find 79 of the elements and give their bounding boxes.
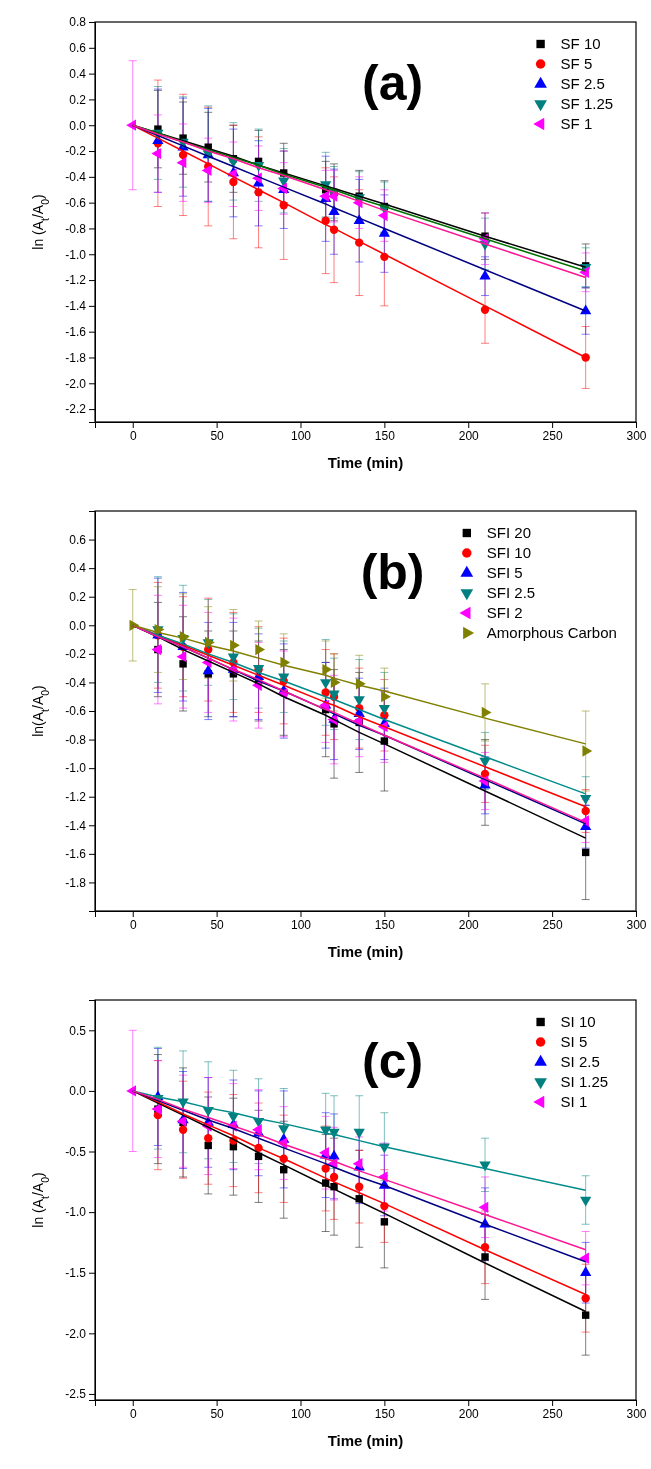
x-tick-label: 150 — [374, 428, 396, 443]
y-tick-label: -1.5 — [65, 1266, 87, 1281]
legend-label: SFI 20 — [486, 524, 531, 541]
y-tick-label: 0.8 — [69, 15, 87, 30]
x-tick-label: 100 — [290, 917, 312, 932]
legend-label: SF 1.25 — [560, 95, 614, 112]
legend-label: SF 2.5 — [560, 75, 605, 92]
y-tick-label: -1.8 — [65, 350, 87, 365]
x-tick-label: 0 — [129, 917, 137, 932]
legend-label: SI 5 — [560, 1033, 588, 1050]
x-tick-label: 250 — [542, 428, 563, 443]
x-tick-label: 50 — [210, 917, 225, 932]
legend-label: SFI 2 — [486, 604, 523, 621]
x-tick-label: 0 — [129, 1406, 137, 1421]
y-tick-label: 0.0 — [69, 118, 87, 133]
x-tick-label: 300 — [626, 428, 647, 443]
y-tick-label: 0.6 — [69, 41, 87, 56]
x-tick-label: 300 — [626, 917, 647, 932]
y-tick-label: 0.0 — [69, 1084, 87, 1099]
legend-label: SI 1.25 — [560, 1073, 609, 1090]
x-tick-label: 300 — [626, 1406, 647, 1421]
y-tick-label: 0.4 — [69, 66, 87, 81]
y-tick-label: -0.8 — [65, 221, 87, 236]
y-tick-label: -0.2 — [65, 647, 87, 662]
x-tick-label: 100 — [290, 428, 312, 443]
legend-label: SF 1 — [560, 115, 593, 132]
y-tick-label: -0.8 — [65, 732, 87, 747]
x-axis-title: Time (min) — [327, 943, 404, 960]
y-tick-label: -0.2 — [65, 144, 87, 159]
x-axis-title: Time (min) — [327, 454, 404, 471]
x-tick-label: 50 — [210, 428, 225, 443]
y-tick-label: 0.0 — [69, 618, 87, 633]
x-tick-label: 200 — [458, 1406, 480, 1421]
legend-label: SFI 5 — [486, 564, 523, 581]
text: (c) — [362, 1033, 424, 1089]
y-tick-label: 0.4 — [69, 561, 87, 576]
y-tick-label: 0.5 — [69, 1023, 87, 1038]
y-tick-label: -1.8 — [65, 875, 87, 890]
y-tick-label: -2.0 — [65, 1326, 87, 1341]
x-tick-label: 0 — [129, 428, 137, 443]
y-tick-label: -2.2 — [65, 402, 87, 417]
legend-label: SI 2.5 — [560, 1053, 600, 1070]
y-tick-label: -1.4 — [65, 299, 87, 314]
x-axis-title: Time (min) — [327, 1432, 404, 1449]
legend-label: SFI 10 — [486, 544, 531, 561]
y-tick-label: -1.2 — [65, 790, 87, 805]
y-tick-label: -1.6 — [65, 847, 87, 862]
x-tick-label: 200 — [458, 428, 480, 443]
legend-label: SFI 2.5 — [486, 584, 536, 601]
y-tick-label: -1.6 — [65, 325, 87, 340]
y-tick-label: -2.5 — [65, 1387, 87, 1402]
y-tick-label: -0.6 — [65, 195, 87, 210]
legend-label: SI 1 — [560, 1093, 588, 1110]
text: (a) — [362, 55, 424, 111]
y-tick-label: -2.0 — [65, 376, 87, 391]
y-tick-label: -1.0 — [65, 761, 87, 776]
y-tick-label: 0.2 — [69, 590, 87, 605]
x-tick-label: 250 — [542, 917, 563, 932]
x-tick-label: 50 — [210, 1406, 225, 1421]
y-tick-label: 0.6 — [69, 532, 87, 547]
legend-label: Amorphous Carbon — [486, 624, 617, 641]
x-tick-label: 200 — [458, 917, 480, 932]
y-tick-label: -1.4 — [65, 818, 87, 833]
y-tick-label: -0.5 — [65, 1144, 87, 1159]
y-tick-label: -1.0 — [65, 247, 87, 262]
x-tick-label: 250 — [542, 1406, 563, 1421]
legend-label: SF 10 — [560, 35, 601, 52]
legend-label: SI 10 — [560, 1013, 596, 1030]
x-tick-label: 100 — [290, 1406, 312, 1421]
y-tick-label: -0.4 — [65, 675, 87, 690]
x-tick-label: 150 — [374, 1406, 396, 1421]
y-tick-label: -0.6 — [65, 704, 87, 719]
y-tick-label: -1.2 — [65, 273, 87, 288]
y-tick-label: -1.0 — [65, 1205, 87, 1220]
legend-label: SF 5 — [560, 55, 593, 72]
x-tick-label: 150 — [374, 917, 396, 932]
text: (b) — [360, 544, 425, 600]
y-tick-label: 0.2 — [69, 92, 87, 107]
y-tick-label: -0.4 — [65, 170, 87, 185]
